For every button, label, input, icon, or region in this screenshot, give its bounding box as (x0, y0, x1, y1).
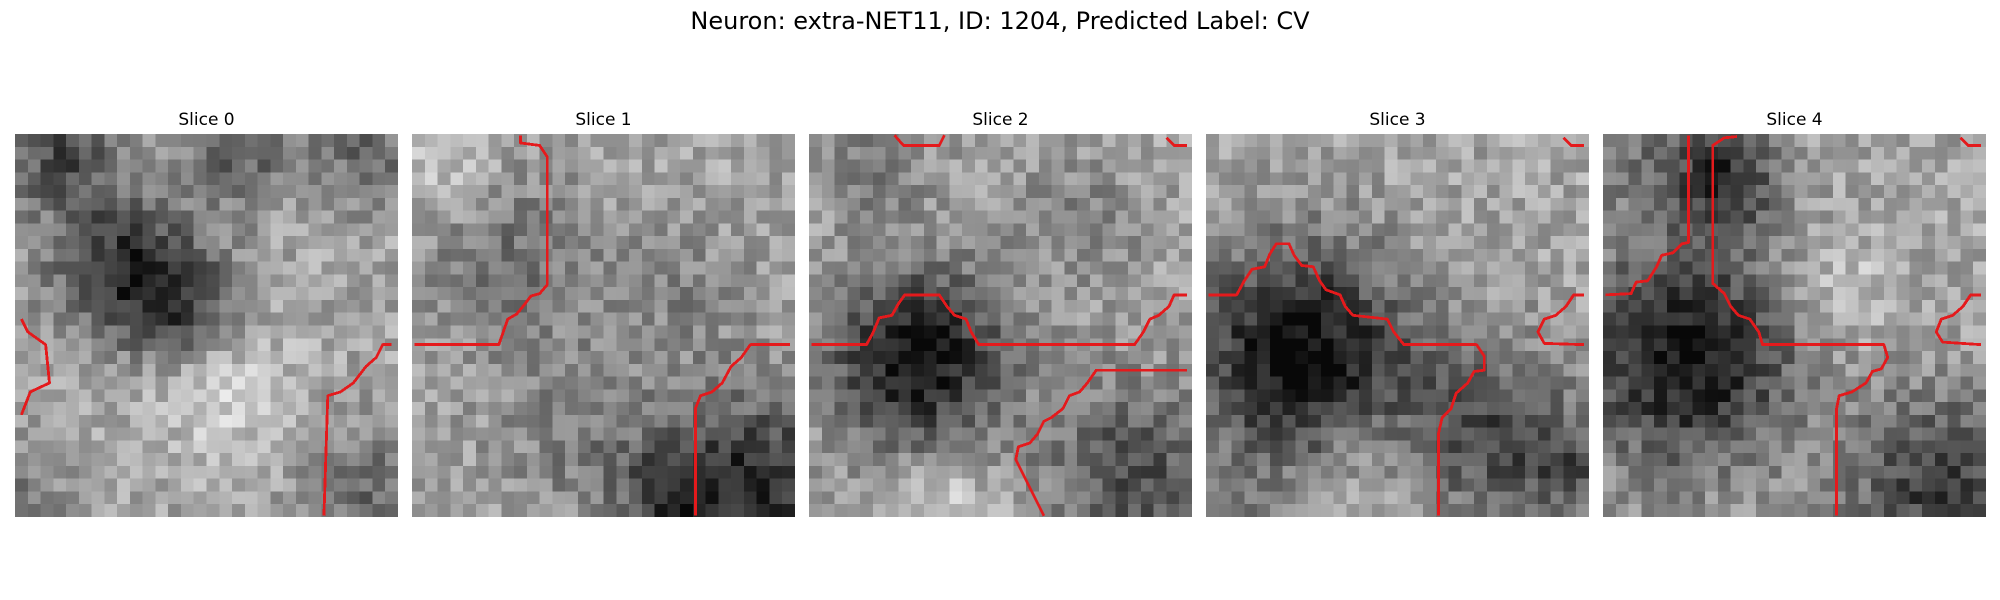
slice-image (1206, 134, 1589, 517)
slice-title: Slice 0 (178, 110, 235, 130)
contour-line (1711, 135, 1890, 516)
slice-title: Slice 2 (972, 110, 1029, 130)
slice-title: Slice 1 (575, 110, 632, 130)
slice-image (412, 134, 795, 517)
contour-line (1605, 135, 1690, 297)
slice-panel-0: Slice 0 (15, 110, 398, 522)
slice-title: Slice 3 (1369, 110, 1426, 130)
slice-image (809, 134, 1192, 517)
contour-line (1208, 242, 1486, 516)
contour-line (322, 343, 392, 516)
slice-panel-1: Slice 1 (412, 110, 795, 522)
figure-title: Neuron: extra-NET11, ID: 1204, Predicted… (690, 7, 1310, 35)
contour-line (1165, 136, 1187, 147)
contour-line (1959, 136, 1981, 147)
slice-image (15, 134, 398, 517)
contour-line (811, 293, 1187, 347)
contour-line (1934, 293, 1981, 347)
contour-line (414, 135, 549, 347)
slice-title: Slice 4 (1766, 110, 1823, 130)
contour-line (1536, 293, 1584, 347)
contour-line (694, 343, 790, 516)
contour-line (20, 318, 51, 416)
slice-image (1603, 134, 1986, 517)
slice-panel-4: Slice 4 (1603, 110, 1986, 522)
contour-line (1562, 136, 1584, 147)
contour-line (1014, 368, 1187, 517)
slice-panel-3: Slice 3 (1206, 110, 1589, 522)
contour-line (893, 134, 946, 147)
slice-panel-2: Slice 2 (809, 110, 1192, 522)
